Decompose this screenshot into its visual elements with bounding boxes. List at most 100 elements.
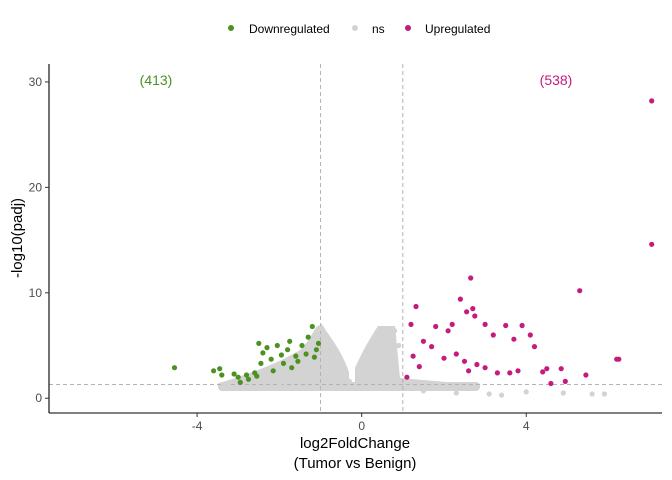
point-ns (392, 328, 398, 334)
point-downregulated (254, 373, 260, 379)
point-upregulated (472, 313, 478, 319)
reference-lines (49, 64, 662, 413)
data-points (171, 98, 655, 398)
point-upregulated (507, 370, 513, 376)
axis-lines (48, 64, 662, 414)
point-downregulated (211, 368, 217, 374)
point-upregulated (410, 353, 416, 359)
point-upregulated (614, 356, 620, 362)
point-upregulated (474, 361, 480, 368)
point-downregulated (315, 340, 322, 346)
point-upregulated (461, 358, 468, 364)
point-upregulated (548, 380, 554, 387)
point-upregulated (441, 355, 447, 361)
point-downregulated (258, 360, 264, 366)
ns-cloud-right (355, 326, 470, 389)
x-axis-title-line1: log2FoldChange (300, 435, 410, 452)
point-ns (560, 390, 566, 396)
point-upregulated (449, 321, 455, 327)
y-tick-label: 10 (29, 286, 43, 300)
y-tick-label: 20 (29, 180, 43, 194)
point-downregulated (256, 340, 262, 346)
point-upregulated (511, 336, 517, 342)
point-downregulated (231, 371, 237, 377)
point-downregulated (311, 354, 317, 360)
point-ns (322, 342, 328, 349)
point-downregulated (268, 356, 274, 362)
point-upregulated (457, 296, 463, 302)
point-downregulated (280, 360, 287, 366)
point-upregulated (482, 365, 488, 371)
legend-label-upregulated: Upregulated (425, 22, 490, 36)
point-downregulated (305, 334, 311, 340)
point-downregulated (293, 353, 299, 359)
point-ns (453, 390, 459, 396)
legend: Downregulated ns Upregulated (228, 22, 490, 36)
y-tick-label: 30 (29, 75, 43, 89)
legend-key-ns (352, 25, 358, 31)
point-upregulated (527, 332, 533, 338)
point-upregulated (470, 306, 476, 312)
point-upregulated (404, 374, 410, 380)
point-downregulated (264, 345, 270, 351)
point-downregulated (278, 352, 284, 358)
point-ns (334, 363, 340, 369)
y-axis-ticks: 0 10 20 30 (29, 75, 49, 405)
point-ns (499, 392, 505, 398)
point-downregulated (219, 372, 225, 378)
legend-key-upregulated (405, 25, 411, 31)
x-axis-ticks: -4 0 4 (192, 413, 530, 433)
point-upregulated (468, 275, 474, 281)
point-upregulated (649, 98, 655, 104)
point-ns (383, 330, 389, 336)
point-upregulated (466, 368, 472, 374)
point-downregulated (285, 347, 291, 353)
point-ns (371, 368, 377, 374)
legend-item-downregulated: Downregulated (228, 22, 330, 36)
point-upregulated (503, 322, 509, 329)
point-downregulated (287, 338, 293, 344)
point-upregulated (416, 364, 422, 370)
y-tick-label: 0 (35, 391, 42, 405)
point-downregulated (237, 379, 243, 385)
point-ns (223, 383, 229, 389)
point-upregulated (558, 366, 564, 372)
point-upregulated (540, 369, 546, 375)
point-downregulated (235, 374, 241, 380)
count-label-upregulated: (538) (540, 72, 573, 88)
y-axis-title: -log10(padj) (9, 198, 26, 278)
point-upregulated (562, 378, 568, 384)
point-downregulated (309, 323, 315, 330)
point-upregulated (408, 321, 414, 327)
point-downregulated (270, 368, 276, 374)
point-upregulated (583, 372, 589, 378)
point-ns (346, 378, 352, 384)
legend-item-upregulated: Upregulated (405, 22, 490, 36)
point-downregulated (303, 351, 309, 357)
ns-cloud-left (217, 324, 349, 387)
point-upregulated (429, 344, 435, 350)
point-ns (523, 389, 529, 395)
point-ns (420, 388, 426, 394)
point-upregulated (544, 366, 550, 372)
point-upregulated (494, 370, 500, 376)
point-ns (276, 381, 282, 388)
x-tick-label: -4 (192, 419, 203, 433)
x-tick-label: 0 (358, 419, 365, 433)
point-ns (375, 345, 381, 351)
point-downregulated (243, 372, 250, 378)
point-downregulated (217, 366, 223, 372)
point-upregulated (515, 368, 521, 374)
point-upregulated (413, 303, 419, 310)
legend-key-downregulated (228, 25, 234, 31)
point-downregulated (295, 358, 301, 364)
point-upregulated (445, 328, 451, 334)
point-ns (317, 326, 324, 332)
point-upregulated (490, 332, 496, 338)
point-upregulated (420, 338, 426, 344)
point-ns (387, 337, 394, 343)
point-downregulated (274, 342, 280, 349)
point-ns (589, 391, 595, 397)
point-downregulated (245, 376, 252, 382)
